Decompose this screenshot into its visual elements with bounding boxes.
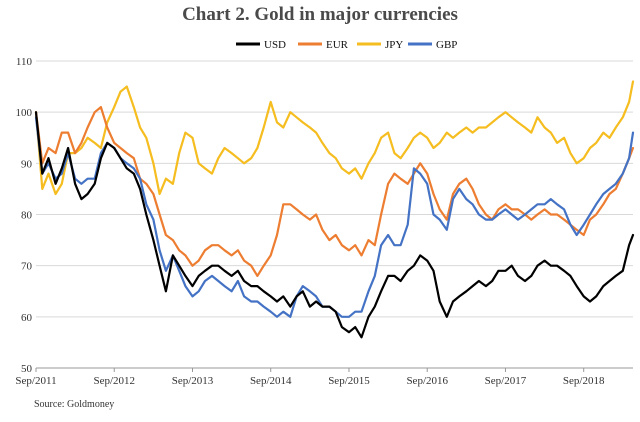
chart-title: Chart 2. Gold in major currencies bbox=[182, 4, 458, 25]
y-tick-label: 70 bbox=[21, 261, 33, 273]
legend-item-usd: USD bbox=[236, 39, 286, 51]
series-line-eur bbox=[34, 105, 635, 277]
series-lines bbox=[34, 80, 635, 339]
legend-item-jpy: JPY bbox=[357, 39, 403, 51]
y-tick-label: 100 bbox=[16, 107, 33, 119]
legend-label: USD bbox=[264, 39, 286, 51]
legend-item-gbp: GBP bbox=[408, 39, 457, 51]
grid-lines bbox=[36, 60, 633, 369]
x-tick-label: Sep/2014 bbox=[250, 375, 292, 387]
x-tick-label: Sep/2016 bbox=[406, 375, 448, 387]
legend: USD EUR JPY GBP bbox=[236, 39, 457, 51]
series-line-gbp bbox=[34, 116, 635, 318]
series-line-jpy bbox=[34, 80, 635, 196]
y-tick-label: 80 bbox=[21, 210, 33, 222]
axes: 50 60 70 80 90 100 110 Sep/2011 Sep/2012 Sep/2013… bbox=[15, 56, 633, 387]
x-tick-label: Sep/2011 bbox=[15, 375, 56, 387]
x-tick-label: Sep/2018 bbox=[563, 375, 605, 387]
x-tick-label: Sep/2015 bbox=[328, 375, 370, 387]
y-tick-label: 110 bbox=[16, 56, 33, 68]
legend-label: EUR bbox=[326, 39, 349, 51]
x-tick-label: Sep/2012 bbox=[93, 375, 135, 387]
legend-label: GBP bbox=[436, 39, 457, 51]
y-tick-label: 60 bbox=[21, 312, 33, 324]
series-line-usd bbox=[34, 111, 635, 339]
y-tick-label: 90 bbox=[21, 158, 33, 170]
x-tick-label: Sep/2013 bbox=[172, 375, 214, 387]
x-tick-label: Sep/2017 bbox=[485, 375, 527, 387]
legend-label: JPY bbox=[385, 39, 403, 51]
legend-item-eur: EUR bbox=[298, 39, 349, 51]
y-tick-label: 50 bbox=[21, 363, 33, 375]
source-note: Source: Goldmoney bbox=[34, 399, 115, 410]
